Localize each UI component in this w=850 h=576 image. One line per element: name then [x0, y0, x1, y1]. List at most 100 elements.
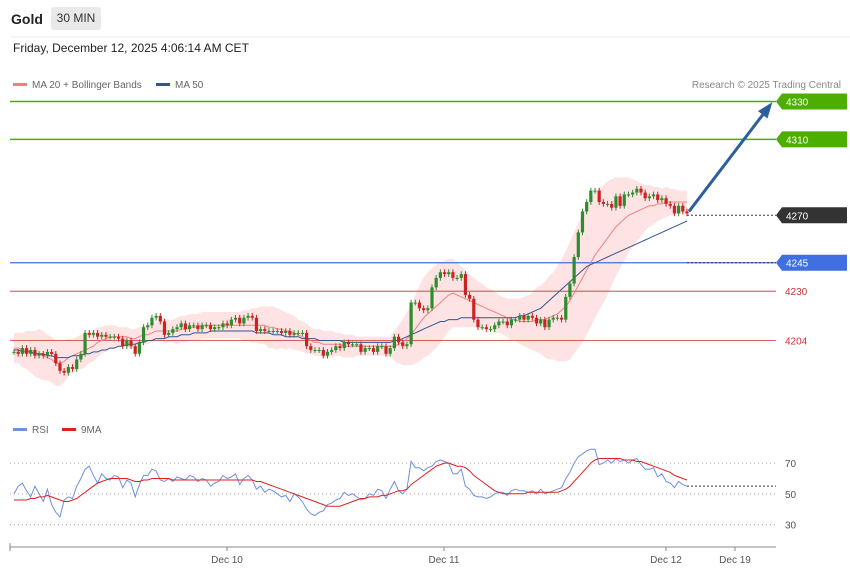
- candle-body: [463, 274, 468, 295]
- candle-body: [183, 323, 187, 330]
- candle-body: [656, 194, 660, 201]
- candle-body: [501, 321, 505, 323]
- legend-ma50-label: MA 50: [175, 80, 204, 91]
- candle-body: [167, 332, 171, 335]
- candle-body: [417, 302, 422, 309]
- candle-body: [58, 363, 62, 371]
- ma20-swatch: [13, 82, 27, 86]
- level-tag-4330: [776, 93, 847, 110]
- candle-body: [100, 334, 104, 337]
- candle-body: [50, 351, 54, 354]
- candle-body: [54, 353, 58, 364]
- candle-body: [221, 323, 225, 328]
- candle-body: [618, 196, 622, 206]
- ma50-swatch: [156, 82, 170, 86]
- candle-body: [146, 325, 150, 328]
- candle-body: [62, 370, 66, 373]
- forecast-arrow: [687, 104, 772, 213]
- candle-body: [24, 348, 29, 354]
- level-label-4330: 4330: [786, 97, 809, 108]
- candle-body: [522, 315, 526, 320]
- candle-body: [614, 196, 618, 208]
- level-label-4245: 4245: [786, 259, 809, 270]
- candle-body: [29, 349, 33, 354]
- candle-body: [480, 327, 484, 329]
- candle-body: [493, 325, 497, 330]
- candle-body: [526, 315, 530, 320]
- bollinger-band: [14, 177, 687, 386]
- candle-body: [16, 351, 20, 354]
- legend-ma50: MA 50: [156, 80, 203, 91]
- legend-rsi-ma: 9MA: [62, 425, 102, 436]
- candle-body: [601, 202, 605, 204]
- candle-body: [129, 340, 133, 347]
- candle-body: [426, 308, 430, 311]
- candle-body: [254, 317, 259, 332]
- candle-body: [20, 348, 24, 354]
- forecast-arrow-head: [757, 102, 773, 119]
- timeframe-button[interactable]: 30 MIN: [51, 7, 101, 30]
- candle-body: [79, 353, 83, 360]
- candle-body: [422, 308, 426, 311]
- candle-body: [342, 342, 346, 349]
- level-lines-layer: [10, 100, 776, 341]
- candle-body: [530, 315, 534, 318]
- level-tag-4245: [776, 254, 847, 271]
- candle-body: [396, 336, 401, 343]
- candle-body: [325, 351, 330, 356]
- candle-body: [547, 319, 551, 328]
- candle-body: [651, 194, 656, 197]
- candle-body: [317, 349, 321, 351]
- candle-body: [639, 188, 643, 193]
- candle-body: [112, 336, 116, 338]
- candle-body: [338, 346, 342, 349]
- candle-body: [204, 325, 208, 327]
- candle-body: [518, 315, 522, 320]
- candle-body: [438, 272, 442, 278]
- candle-body: [196, 325, 200, 330]
- candle-body: [442, 272, 447, 275]
- candle-body: [384, 346, 388, 354]
- candle-body: [41, 353, 45, 356]
- candle-body: [208, 325, 213, 330]
- rsi-tick-30: 30: [785, 521, 797, 532]
- research-credit: Research © 2025 Trading Central: [691, 80, 841, 91]
- candle-body: [246, 315, 250, 318]
- candle-body: [413, 302, 417, 304]
- rsi-series-RSI: [13, 448, 688, 518]
- legend-ma20: MA 20 + Bollinger Bands: [13, 80, 142, 91]
- candle-body: [275, 331, 279, 333]
- candle-body: [187, 325, 192, 330]
- candle-body: [677, 205, 681, 214]
- candle-body: [175, 327, 179, 330]
- x-tick-label: Dec 11: [429, 555, 460, 566]
- candle-body: [635, 188, 639, 193]
- candle-body: [660, 198, 664, 201]
- instrument-title: Gold: [11, 11, 43, 27]
- level-label-4270: 4270: [786, 211, 809, 222]
- x-axis: Dec 10 Dec 11 Dec 12 Dec 19: [9, 543, 776, 566]
- x-tick-label: Dec 19: [719, 555, 751, 566]
- candle-body: [555, 317, 559, 319]
- rsi-series-9MA: [14, 458, 688, 507]
- chart-datetime: Friday, December 12, 2025 4:06:14 AM CET: [13, 41, 249, 55]
- candle-body: [259, 329, 263, 332]
- candle-body: [430, 287, 434, 309]
- candle-body: [158, 315, 162, 322]
- candle-body: [409, 302, 413, 345]
- rsi-tick-70: 70: [785, 459, 797, 470]
- rsi-swatch: [13, 427, 27, 431]
- candle-body: [376, 346, 380, 352]
- candle-body: [539, 319, 543, 324]
- candle-body: [459, 274, 463, 278]
- candle-body: [685, 211, 689, 214]
- candle-body: [497, 321, 501, 326]
- legend-rsi-ma-label: 9MA: [81, 425, 102, 436]
- candle-body: [313, 349, 317, 351]
- candle-body: [543, 319, 547, 328]
- candle-body: [279, 331, 284, 333]
- candle-body: [267, 331, 271, 333]
- candle-body: [647, 196, 651, 199]
- candle-body: [96, 332, 100, 337]
